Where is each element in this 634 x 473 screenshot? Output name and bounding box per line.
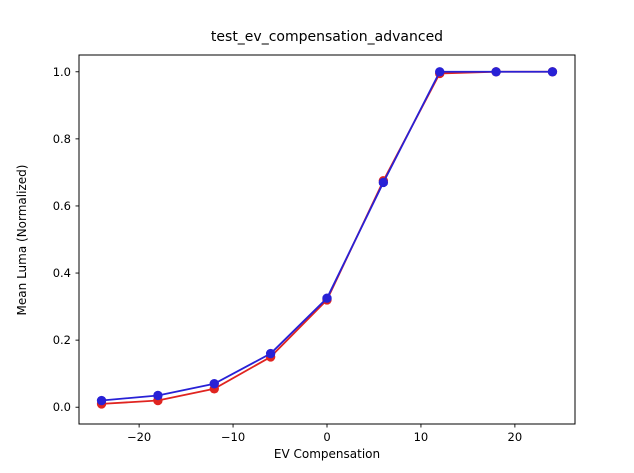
blue-series-marker xyxy=(435,67,445,77)
x-tick-label: −20 xyxy=(127,430,151,444)
x-tick-label: 0 xyxy=(323,430,330,444)
y-tick-label: 1.0 xyxy=(53,65,71,79)
x-tick-label: 10 xyxy=(414,430,429,444)
y-tick-label: 0.4 xyxy=(53,266,71,280)
blue-series-line xyxy=(101,70,553,402)
blue-series-marker xyxy=(547,67,558,77)
x-axis-label: EV Compensation xyxy=(273,447,381,461)
blue-series-marker xyxy=(209,379,219,389)
blue-series-marker xyxy=(265,348,276,359)
x-tick-label: −10 xyxy=(221,430,245,444)
y-tick-label: 0.2 xyxy=(53,333,71,347)
x-tick-label: 20 xyxy=(508,430,523,444)
blue-series-marker xyxy=(491,67,501,77)
y-axis-label: Mean Luma (Normalized) xyxy=(15,164,29,316)
chart-title: test_ev_compensation_advanced xyxy=(210,29,444,45)
y-tick-label: 0.8 xyxy=(53,132,71,146)
plot-frame xyxy=(78,54,576,425)
blue-series-marker xyxy=(96,395,107,406)
blue-series-marker xyxy=(378,177,389,188)
blue-series-marker xyxy=(153,390,163,401)
y-tick-label: 0.0 xyxy=(53,400,71,414)
blue-series-marker xyxy=(322,293,332,303)
red-series-line xyxy=(101,70,553,405)
y-tick-label: 0.6 xyxy=(53,199,71,213)
